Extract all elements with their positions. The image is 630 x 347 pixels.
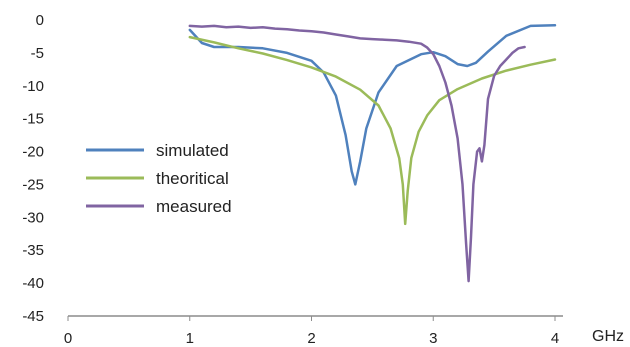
y-tick-label: -40 bbox=[22, 275, 44, 292]
x-tick-label: 4 bbox=[551, 330, 559, 347]
y-tick-label: -20 bbox=[22, 144, 44, 161]
series-line-theoritical bbox=[188, 35, 557, 226]
legend-label-simulated: simulated bbox=[156, 141, 229, 160]
legend-label-theoritical: theoritical bbox=[156, 169, 229, 188]
x-tick-label: 3 bbox=[429, 330, 437, 347]
legend-label-measured: measured bbox=[156, 197, 232, 216]
series-line-simulated bbox=[188, 24, 557, 186]
y-tick-label: -25 bbox=[22, 176, 44, 193]
x-axis-label: GHz bbox=[592, 328, 624, 345]
axes: 0 -5 -10 -15 -20 -25 -30 -35 -40 -45 0 1 2 3 4 bbox=[22, 12, 563, 347]
y-tick-label: -30 bbox=[22, 209, 44, 226]
y-tick-label: -5 bbox=[31, 45, 44, 62]
x-tick-label: 2 bbox=[307, 330, 315, 347]
y-tick-label: -10 bbox=[22, 78, 44, 95]
series-line-measured bbox=[188, 24, 526, 283]
legend: simulated theoritical measured bbox=[86, 141, 232, 216]
y-tick-label: -35 bbox=[22, 242, 44, 259]
y-tick-label: -15 bbox=[22, 111, 44, 128]
x-tick-label: 1 bbox=[186, 330, 194, 347]
x-tick-label: 0 bbox=[64, 330, 72, 347]
y-tick-label: 0 bbox=[36, 12, 44, 29]
y-tick-label: -45 bbox=[22, 308, 44, 325]
series-layer bbox=[188, 24, 557, 283]
